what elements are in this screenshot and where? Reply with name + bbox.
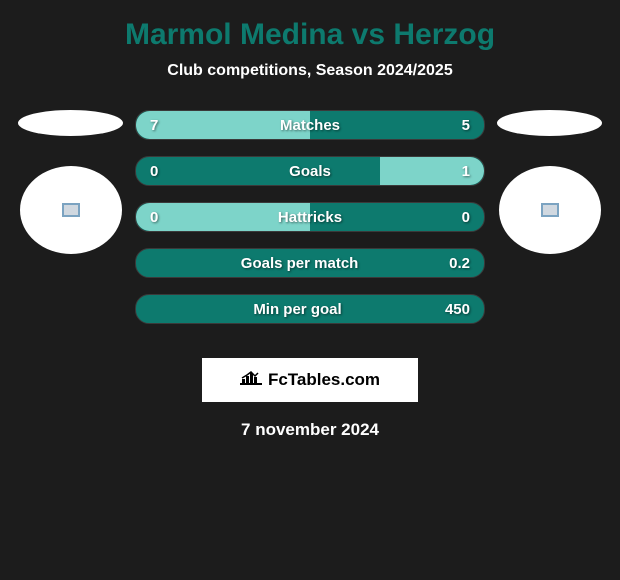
avatar-placeholder-icon [541, 203, 559, 217]
stat-bar: 7 Matches 5 [135, 110, 485, 140]
stat-right-value: 1 [462, 163, 470, 180]
stat-label: Matches [280, 117, 340, 134]
right-player-decor [497, 110, 602, 254]
stat-right-value: 450 [445, 301, 470, 318]
stats-panel: 7 Matches 5 0 Goals 1 0 Hattricks 0 Goals per mat… [135, 110, 485, 340]
stat-left-value: 0 [150, 209, 158, 226]
branding-box: FcTables.com [202, 358, 418, 402]
stat-bar-content: 0 Hattricks 0 [136, 203, 484, 231]
right-ellipse [497, 110, 602, 136]
stat-left-value: 7 [150, 117, 158, 134]
stat-label: Goals [289, 163, 331, 180]
stat-bar-content: 0 Goals 1 [136, 157, 484, 185]
left-avatar-placeholder [20, 166, 122, 254]
stat-bar-content: Goals per match 0.2 [136, 249, 484, 277]
stat-label: Goals per match [241, 255, 359, 272]
avatar-placeholder-icon [62, 203, 80, 217]
stat-bar: Goals per match 0.2 [135, 248, 485, 278]
stat-right-value: 0 [462, 209, 470, 226]
stat-bar: Min per goal 450 [135, 294, 485, 324]
stat-bar-content: Min per goal 450 [136, 295, 484, 323]
stat-right-value: 5 [462, 117, 470, 134]
brand-chart-icon [240, 369, 262, 392]
stat-right-value: 0.2 [449, 255, 470, 272]
left-ellipse [18, 110, 123, 136]
comparison-subtitle: Club competitions, Season 2024/2025 [10, 62, 610, 80]
comparison-title: Marmol Medina vs Herzog [10, 18, 610, 52]
stat-bar: 0 Goals 1 [135, 156, 485, 186]
stat-label: Hattricks [278, 209, 342, 226]
stat-label: Min per goal [253, 301, 341, 318]
date-text: 7 november 2024 [10, 420, 610, 440]
stat-left-value: 0 [150, 163, 158, 180]
stat-bar: 0 Hattricks 0 [135, 202, 485, 232]
stat-bar-content: 7 Matches 5 [136, 111, 484, 139]
left-player-decor [18, 110, 123, 254]
right-avatar-placeholder [499, 166, 601, 254]
branding-text: FcTables.com [268, 370, 380, 390]
